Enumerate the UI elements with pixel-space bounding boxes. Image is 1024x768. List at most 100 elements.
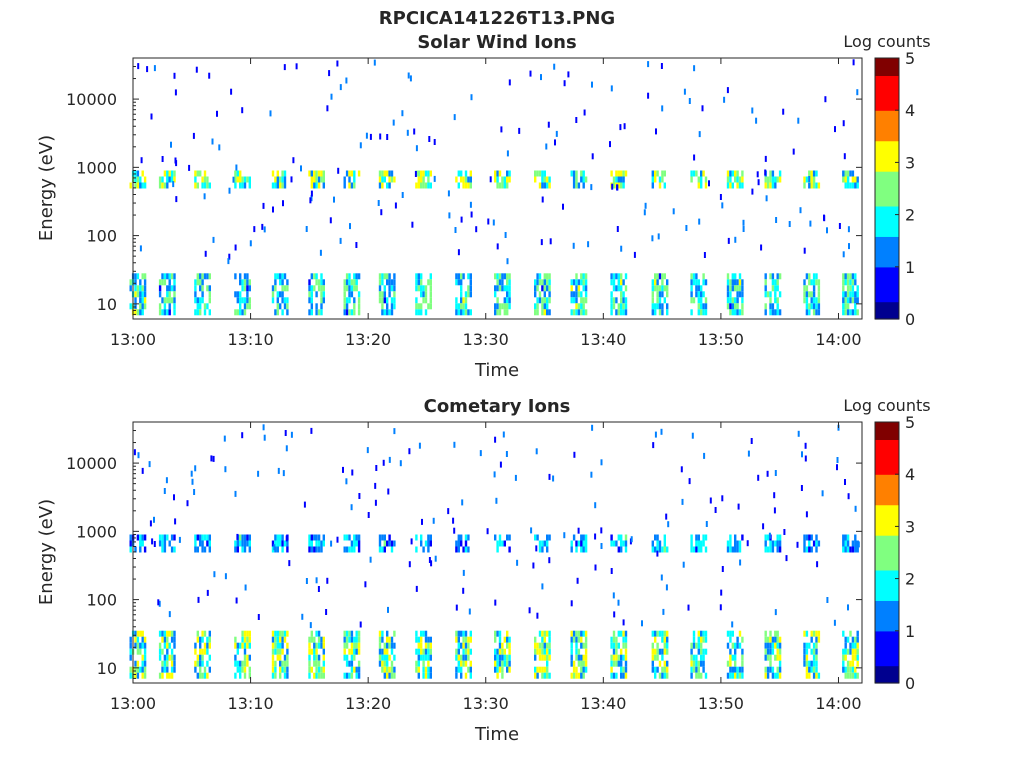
- heatmap-cell: [271, 642, 275, 649]
- heatmap-cell: [129, 642, 132, 649]
- heatmap-cell: [774, 309, 777, 316]
- heatmap-cell: [666, 291, 669, 298]
- heatmap-cell: [166, 182, 169, 189]
- heatmap-cell: [534, 176, 537, 183]
- heatmap-cell: [310, 630, 313, 637]
- heatmap-cell: [239, 303, 242, 310]
- heatmap-cell: [381, 297, 384, 304]
- heatmap-cell: [201, 285, 204, 292]
- heatmap-cell: [457, 660, 460, 667]
- heatmap-cell: [503, 540, 506, 547]
- heatmap-cell: [170, 170, 174, 177]
- heatmap-cell: [417, 176, 420, 183]
- heatmap-cell: [261, 223, 264, 230]
- heatmap-cell: [620, 176, 623, 183]
- heatmap-cell: [844, 182, 847, 189]
- heatmap-cell: [348, 309, 351, 316]
- heatmap-cell: [508, 666, 511, 673]
- heatmap-cell: [364, 581, 367, 588]
- heatmap-cell: [139, 297, 142, 304]
- heatmap-cell: [738, 279, 742, 286]
- heatmap-cell: [166, 630, 169, 637]
- heatmap-cell: [136, 636, 140, 643]
- heatmap-cell: [738, 546, 742, 553]
- heatmap-cell: [208, 297, 211, 304]
- heatmap-cell: [139, 546, 142, 553]
- heatmap-cell: [317, 309, 321, 316]
- colorbar-swatch: [875, 253, 899, 259]
- y-tick-label: 10: [97, 295, 117, 314]
- heatmap-cell: [383, 672, 386, 679]
- heatmap-cell: [274, 540, 277, 547]
- heatmap-cell: [134, 297, 137, 304]
- heatmap-cell: [271, 654, 275, 661]
- heatmap-cell: [345, 546, 349, 553]
- heatmap-cell: [543, 540, 546, 547]
- heatmap-cell: [406, 129, 409, 136]
- heatmap-cell: [546, 660, 549, 667]
- heatmap-cell: [365, 132, 368, 139]
- heatmap-cell: [815, 660, 818, 667]
- heatmap-cell: [308, 279, 311, 286]
- heatmap-cell: [518, 127, 521, 134]
- heatmap-cell: [199, 534, 202, 541]
- heatmap-cell: [667, 521, 670, 528]
- heatmap-cell: [350, 672, 354, 679]
- heatmap-cell: [378, 546, 382, 553]
- heatmap-cell: [797, 430, 800, 437]
- heatmap-cell: [134, 182, 137, 189]
- heatmap-cell: [276, 654, 279, 661]
- heatmap-cell: [350, 291, 354, 298]
- heatmap-cell: [854, 182, 857, 189]
- heatmap-cell: [570, 291, 573, 298]
- heatmap-cell: [575, 279, 578, 286]
- heatmap-cell: [345, 534, 349, 541]
- heatmap-cell: [750, 438, 753, 444]
- heatmap-cell: [826, 597, 829, 603]
- heatmap-cell: [543, 672, 546, 679]
- heatmap-cell: [462, 636, 465, 643]
- heatmap-cell: [594, 533, 597, 540]
- heatmap-cell: [460, 672, 463, 679]
- heatmap-cell: [464, 672, 468, 679]
- heatmap-cell: [766, 672, 770, 679]
- heatmap-cell: [666, 630, 669, 637]
- heatmap-cell: [766, 666, 770, 673]
- heatmap-cell: [615, 660, 618, 667]
- heatmap-cell: [139, 648, 142, 655]
- heatmap-cell: [355, 630, 358, 637]
- heatmap-cell: [199, 297, 202, 304]
- heatmap-cell: [348, 660, 351, 667]
- heatmap-cell: [805, 273, 809, 280]
- heatmap-cell: [503, 182, 506, 189]
- heatmap-cell: [308, 654, 311, 661]
- heatmap-cell: [163, 546, 167, 553]
- heatmap-cell: [166, 654, 169, 661]
- colorbar-swatch: [875, 461, 899, 467]
- heatmap-cell: [615, 642, 618, 649]
- heatmap-cell: [286, 654, 289, 661]
- heatmap-cell: [158, 534, 162, 541]
- heatmap-cell: [776, 654, 779, 661]
- heatmap-cell: [143, 546, 147, 553]
- heatmap-cell: [846, 182, 850, 189]
- heatmap-cell: [455, 546, 458, 553]
- heatmap-cell: [514, 474, 517, 481]
- heatmap-cell: [343, 297, 346, 304]
- heatmap-cell: [457, 249, 460, 256]
- heatmap-cell: [390, 540, 394, 547]
- heatmap-cell: [844, 636, 847, 643]
- heatmap-cell: [501, 648, 504, 655]
- heatmap-cell: [775, 217, 778, 223]
- heatmap-cell: [501, 540, 504, 547]
- heatmap-cell: [161, 648, 164, 655]
- heatmap-cell: [506, 309, 509, 316]
- heatmap-cell: [166, 672, 169, 679]
- heatmap-cell: [216, 110, 218, 117]
- heatmap-cell: [624, 672, 628, 679]
- heatmap-cell: [702, 540, 705, 547]
- heatmap-cell: [320, 540, 323, 547]
- heatmap-cell: [695, 546, 698, 553]
- heatmap-cell: [573, 451, 576, 458]
- heatmap-cell: [494, 599, 497, 606]
